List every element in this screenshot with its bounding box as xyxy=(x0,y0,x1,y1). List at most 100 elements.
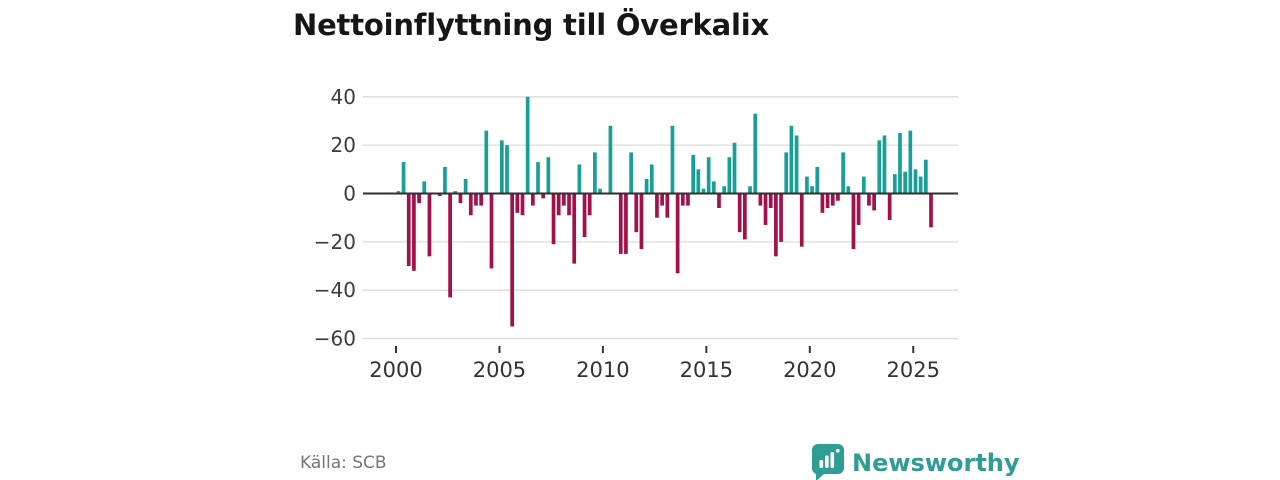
bar-positive xyxy=(644,179,649,194)
bar-positive xyxy=(877,140,882,194)
bar-negative xyxy=(665,193,670,218)
bar-negative xyxy=(758,193,763,206)
bar-negative xyxy=(929,193,933,228)
bar-negative xyxy=(830,193,835,206)
bar-negative xyxy=(887,193,892,221)
bar-negative xyxy=(582,193,587,238)
bar-positive xyxy=(903,171,908,194)
bar-positive xyxy=(422,181,427,194)
newsworthy-logo-icon xyxy=(811,444,844,480)
bar-positive xyxy=(525,96,530,194)
bar-positive xyxy=(918,176,923,194)
bar-positive xyxy=(401,162,406,194)
bar-positive xyxy=(463,179,468,194)
bar-negative xyxy=(489,193,494,269)
bar-positive xyxy=(706,157,711,194)
bar-positive xyxy=(892,174,897,194)
bar-positive xyxy=(711,181,716,194)
bar-negative xyxy=(468,193,473,216)
bar-negative xyxy=(572,193,577,264)
bar-positive xyxy=(898,133,902,194)
bar-positive xyxy=(546,157,551,194)
bar-positive xyxy=(649,164,654,194)
bar-positive xyxy=(748,186,752,194)
bar-positive xyxy=(923,159,928,194)
bar-positive xyxy=(577,164,582,194)
bar-negative xyxy=(763,193,768,225)
y-axis-tick-label: −40 xyxy=(314,278,356,302)
bar-positive xyxy=(908,130,913,194)
x-axis-tick-label: 2000 xyxy=(369,358,422,382)
bar-negative xyxy=(412,193,416,271)
bar-positive xyxy=(846,186,851,194)
bar-negative xyxy=(567,193,571,216)
bar-negative xyxy=(737,193,742,233)
bar-positive xyxy=(691,154,695,194)
bar-negative xyxy=(680,193,685,206)
bar-positive xyxy=(443,166,447,194)
bar-negative xyxy=(515,193,520,213)
x-axis-tick-label: 2015 xyxy=(680,358,733,382)
y-axis-tick-label: 0 xyxy=(343,182,356,206)
bar-negative xyxy=(556,193,561,216)
x-axis-tick-label: 2010 xyxy=(576,358,629,382)
bar-negative xyxy=(639,193,644,250)
bar-negative xyxy=(634,193,639,233)
bar-negative xyxy=(458,193,463,204)
chart-title: Nettoinflyttning till Överkalix xyxy=(293,8,769,42)
bar-negative xyxy=(427,193,432,257)
bar-positive xyxy=(629,152,633,194)
bar-positive xyxy=(453,191,458,194)
bar-positive xyxy=(505,145,509,194)
bar-positive xyxy=(913,169,918,194)
bar-negative xyxy=(717,193,721,208)
bar-negative xyxy=(479,193,483,206)
bar-positive xyxy=(727,157,732,194)
bar-negative xyxy=(851,193,856,250)
bar-positive xyxy=(794,135,799,194)
bar-negative xyxy=(872,193,876,211)
bar-positive xyxy=(732,142,737,194)
bar-negative xyxy=(551,193,556,245)
bar-positive xyxy=(536,162,540,194)
bar-negative xyxy=(856,193,861,225)
bar-positive xyxy=(396,191,401,194)
x-axis-tick-label: 2005 xyxy=(473,358,526,382)
bar-positive xyxy=(789,125,794,194)
net-migration-bar-chart: 40 20 0 −20 −40 −60 2000 2005 2010 2015 2020 2025 xyxy=(314,85,958,382)
bar-positive xyxy=(784,152,789,194)
bar-positive xyxy=(696,169,701,194)
bar-positive xyxy=(722,186,727,194)
bar-positive xyxy=(608,125,613,194)
brand-name: Newsworthy xyxy=(852,448,1020,477)
bar-negative xyxy=(618,193,623,254)
y-axis-tick-label: −60 xyxy=(314,327,356,351)
bar-positive xyxy=(805,176,809,194)
bar-negative xyxy=(779,193,783,242)
bar-positive xyxy=(598,188,602,194)
bar-negative xyxy=(820,193,825,213)
bar-negative xyxy=(531,193,535,206)
bar-negative xyxy=(417,193,421,204)
newsworthy-brand: Newsworthy xyxy=(811,444,1020,480)
bar-negative xyxy=(768,193,773,208)
x-axis-tick-label: 2020 xyxy=(783,358,836,382)
bar-negative xyxy=(437,193,442,196)
y-axis-tick-label: 20 xyxy=(331,133,356,157)
bar-negative xyxy=(867,193,871,206)
bar-negative xyxy=(406,193,411,267)
bar-positive xyxy=(810,186,814,194)
bar-positive xyxy=(815,166,820,194)
bar-positive xyxy=(670,125,675,194)
bar-negative xyxy=(624,193,628,254)
bar-negative xyxy=(799,193,804,247)
bar-negative xyxy=(743,193,747,240)
bar-positive xyxy=(701,188,706,194)
x-axis-tick-label: 2025 xyxy=(887,358,940,382)
bar-positive xyxy=(499,140,504,194)
bar-negative xyxy=(660,193,664,206)
bar-positive xyxy=(861,176,866,194)
y-axis-tick-label: 40 xyxy=(331,85,356,109)
bar-positive xyxy=(593,152,597,194)
